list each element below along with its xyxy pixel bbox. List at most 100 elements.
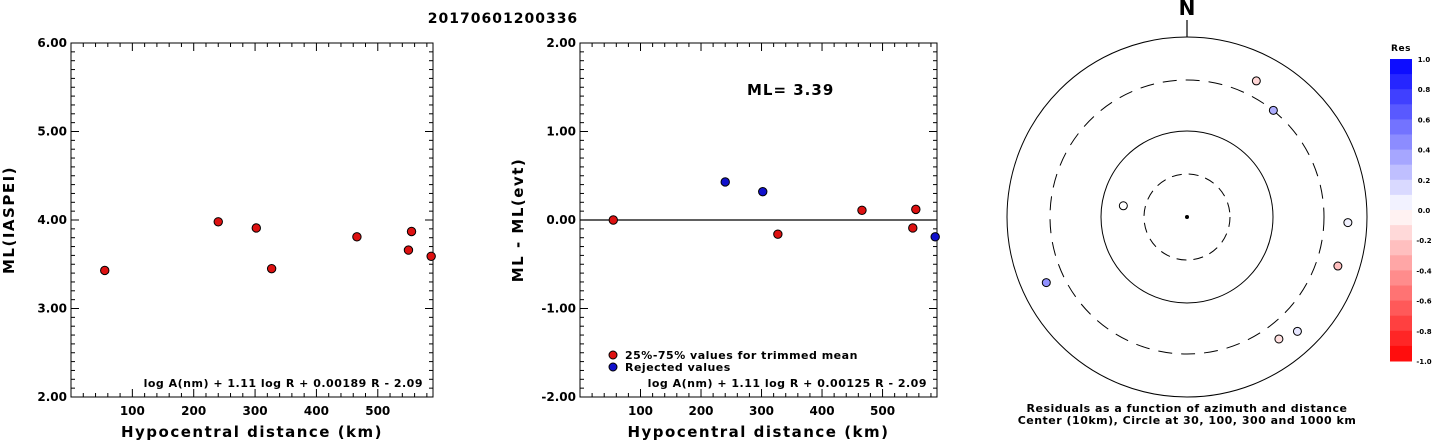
- y-tick-label: 0.00: [546, 213, 576, 227]
- colorbar-segment: [1390, 285, 1412, 302]
- data-point: [608, 215, 618, 225]
- colorbar-segment: [1390, 210, 1412, 226]
- y-axis-label: ML - ML(evt): [509, 158, 527, 282]
- colorbar-segment: [1390, 194, 1412, 211]
- data-point: [911, 204, 921, 215]
- legend-marker-trimmed: [608, 350, 618, 360]
- x-tick-label: 300: [749, 404, 774, 418]
- x-tick-label: 500: [365, 404, 390, 418]
- data-point: [758, 186, 768, 197]
- colorbar-tick-label: -0.6: [1416, 298, 1431, 306]
- y-tick-label: 2.00: [546, 36, 576, 50]
- station-marker: [1041, 278, 1051, 288]
- station-marker: [1268, 105, 1278, 115]
- y-tick-label: -1.00: [541, 302, 576, 316]
- ml-annotation: ML= 3.39: [747, 81, 834, 99]
- colorbar-title: Res: [1391, 44, 1411, 54]
- north-label: N: [1179, 0, 1196, 20]
- x-tick-label: 500: [870, 404, 895, 418]
- station-marker: [1343, 218, 1353, 228]
- x-tick-label: 400: [304, 404, 329, 418]
- x-tick-label: 400: [810, 404, 835, 418]
- polar-caption-line2: Center (10km), Circle at 30, 100, 300 an…: [1018, 414, 1357, 427]
- colorbar-tick-label: 0.4: [1418, 147, 1431, 155]
- ring-30km: [1143, 173, 1231, 261]
- legend-label-rejected: Rejected values: [625, 361, 731, 374]
- colorbar-segment: [1390, 164, 1412, 181]
- colorbar-tick-label: -1.0: [1416, 358, 1431, 366]
- station-marker: [1118, 201, 1128, 211]
- colorbar-tick-label: -0.2: [1416, 237, 1431, 245]
- station-marker: [1333, 261, 1343, 271]
- y-tick-label: 3.00: [37, 302, 67, 316]
- y-tick-label: 4.00: [37, 213, 67, 227]
- legend-label-trimmed: 25%-75% values for trimmed mean: [625, 349, 858, 362]
- colorbar-tick-label: 0.0: [1418, 207, 1431, 215]
- colorbar-segment: [1390, 270, 1412, 286]
- data-point: [403, 245, 414, 255]
- polar-caption-line1: Residuals as a function of azimuth and d…: [1027, 402, 1348, 415]
- colorbar-tick-label: 1.0: [1418, 56, 1431, 64]
- colorbar-segment: [1390, 89, 1412, 105]
- station-marker: [1292, 326, 1302, 336]
- azimuth-residual-plot: N Residuals as a function of azimuth and …: [1006, 0, 1432, 427]
- colorbar-segment: [1390, 134, 1412, 151]
- chart-title: 20170601200336: [428, 11, 578, 27]
- station-marker: [1274, 334, 1284, 344]
- data-point: [100, 265, 110, 276]
- data-point: [352, 232, 362, 242]
- x-axis-label: Hypocentral distance (km): [627, 423, 889, 441]
- ring-300km: [1049, 79, 1325, 355]
- ml-distance-plot: 100 200 300 400 500 2.00 3.00 4.00 5.00 6.00 Hypoc…: [0, 36, 436, 441]
- colorbar-segment: [1390, 119, 1412, 135]
- colorbar-tick-label: -0.8: [1416, 328, 1431, 336]
- x-tick-label: 300: [243, 404, 268, 418]
- station-marker: [1251, 76, 1261, 86]
- plot-frame: [70, 42, 434, 398]
- colorbar-tick-label: 0.2: [1418, 177, 1431, 185]
- data-point: [251, 223, 261, 233]
- data-point: [908, 223, 918, 233]
- x-tick-label: 200: [688, 404, 713, 418]
- data-point: [266, 263, 277, 274]
- x-tick-label: 100: [120, 404, 145, 418]
- center-dot: [1185, 215, 1189, 219]
- y-tick-label: 6.00: [37, 36, 67, 50]
- colorbar-segment: [1390, 179, 1412, 196]
- colorbar-segment: [1390, 315, 1412, 332]
- x-axis-label: Hypocentral distance (km): [121, 423, 383, 441]
- formula-text: log A(nm) + 1.11 log R + 0.00189 R - 2.0…: [144, 377, 423, 390]
- data-point: [720, 177, 730, 187]
- y-axis-label: ML(IASPEI): [0, 166, 18, 274]
- ring-100km: [1100, 130, 1274, 304]
- colorbar-segment: [1390, 345, 1412, 362]
- colorbar-segment: [1390, 330, 1412, 347]
- colorbar-segment: [1390, 255, 1412, 271]
- colorbar-segment: [1390, 225, 1412, 241]
- y-tick-label: -2.00: [541, 390, 576, 404]
- y-tick-label: 1.00: [546, 125, 576, 139]
- colorbar-tick-label: -0.4: [1416, 267, 1431, 275]
- data-point: [930, 232, 940, 242]
- y-tick-label: 5.00: [37, 125, 67, 139]
- colorbar-segment: [1390, 300, 1412, 317]
- colorbar-tick-label: 0.8: [1418, 86, 1431, 94]
- data-point: [406, 226, 417, 237]
- x-tick-label: 200: [181, 404, 206, 418]
- formula-text: log A(nm) + 1.11 log R + 0.00125 R - 2.0…: [648, 377, 927, 390]
- data-point: [213, 217, 223, 227]
- colorbar-segment: [1390, 104, 1412, 120]
- colorbar-segment: [1390, 240, 1412, 256]
- data-point: [426, 251, 436, 261]
- colorbar-segment: [1390, 59, 1412, 75]
- data-point: [773, 229, 783, 239]
- y-tick-label: 2.00: [37, 390, 67, 404]
- colorbar-segment: [1390, 74, 1412, 90]
- legend-marker-rejected: [608, 362, 618, 372]
- colorbar-tick-label: 0.6: [1418, 116, 1431, 124]
- x-tick-label: 100: [628, 404, 653, 418]
- colorbar-segment: [1390, 149, 1412, 166]
- residual-distance-plot: 100 200 300 400 500 -2.00 -1.00 0.00 1.00 2.00 Hyp…: [509, 36, 940, 441]
- data-point: [857, 205, 867, 215]
